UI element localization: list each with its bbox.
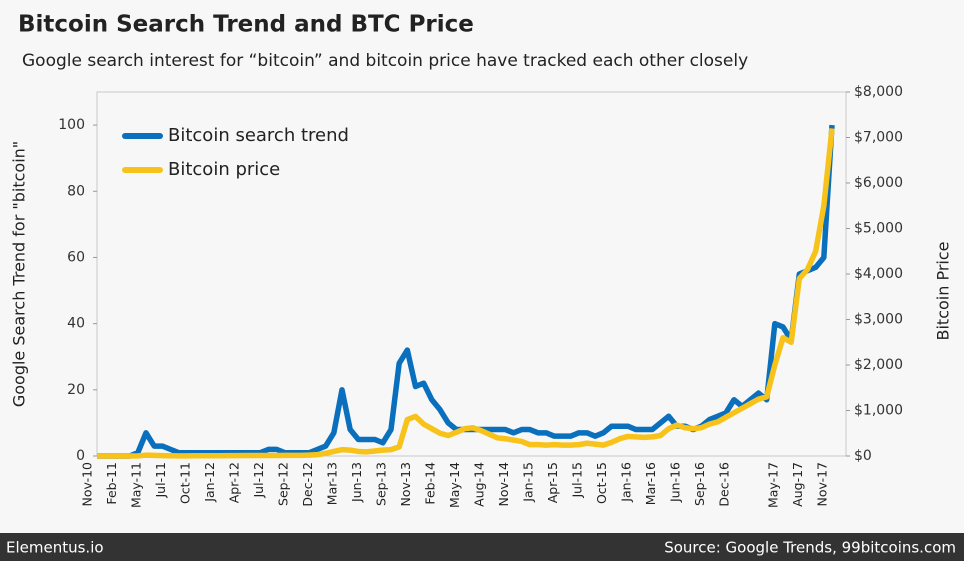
y2-axis-label: Bitcoin Price xyxy=(934,242,953,341)
y-tick-label: 0 xyxy=(76,448,85,464)
y2-tick-label: $1,000 xyxy=(854,403,903,419)
y-tick-label: 40 xyxy=(67,316,85,332)
x-tick-label: Oct-11 xyxy=(178,462,193,504)
x-tick-label: Apr-15 xyxy=(545,462,560,503)
y2-tick-label: $8,000 xyxy=(854,84,903,100)
footer-bar xyxy=(0,533,964,561)
x-tick-label: Sep-12 xyxy=(276,462,291,506)
y2-tick-label: $6,000 xyxy=(854,175,903,191)
y-tick-label: 100 xyxy=(58,117,85,133)
x-tick-label: Aug-14 xyxy=(472,462,487,507)
x-tick-label: Jun-13 xyxy=(349,462,364,503)
x-tick-label: Oct-15 xyxy=(594,462,609,504)
x-tick-label: Feb-14 xyxy=(423,462,438,505)
y-tick-label: 80 xyxy=(67,183,85,199)
y2-tick-label: $0 xyxy=(854,448,872,464)
x-tick-label: Apr-12 xyxy=(227,462,242,503)
y2-tick-label: $3,000 xyxy=(854,312,903,328)
x-tick-label: Jul-15 xyxy=(570,462,585,499)
x-tick-label: Mar-16 xyxy=(643,462,658,505)
y2-tick-label: $7,000 xyxy=(854,130,903,146)
chart-title: Bitcoin Search Trend and BTC Price xyxy=(18,12,474,38)
chart-subtitle: Google search interest for “bitcoin” and… xyxy=(22,51,748,71)
x-tick-label: Jul-11 xyxy=(153,462,168,499)
series-line xyxy=(97,128,835,459)
x-tick-label: May-17 xyxy=(766,462,781,508)
x-tick-label: Jun-16 xyxy=(668,462,683,503)
y-tick-label: 20 xyxy=(67,382,85,398)
x-tick-label: May-11 xyxy=(129,462,144,508)
footer-left: Elementus.io xyxy=(6,539,104,557)
x-tick-label: Dec-16 xyxy=(717,462,732,507)
y2-tick-label: $4,000 xyxy=(854,266,903,282)
x-tick-label: Nov-13 xyxy=(398,462,413,506)
x-tick-label: Sep-16 xyxy=(692,462,707,506)
y2-tick-label: $2,000 xyxy=(854,357,903,373)
x-tick-label: Feb-11 xyxy=(104,462,119,505)
x-tick-label: May-14 xyxy=(447,462,462,508)
x-tick-label: Jul-12 xyxy=(251,462,266,499)
x-tick-label: Jan-12 xyxy=(202,462,217,503)
y2-tick-label: $5,000 xyxy=(854,221,903,237)
legend-label: Bitcoin search trend xyxy=(168,125,349,146)
x-tick-label: Nov-14 xyxy=(496,462,511,507)
x-tick-label: Jan-15 xyxy=(521,462,536,503)
y-axis-label: Google Search Trend for "bitcoin" xyxy=(10,141,29,407)
x-tick-label: Aug-17 xyxy=(790,462,805,507)
x-tick-label: Mar-13 xyxy=(325,462,340,505)
x-tick-label: Nov-17 xyxy=(815,462,830,506)
footer-right: Source: Google Trends, 99bitcoins.com xyxy=(664,539,956,557)
y-tick-label: 60 xyxy=(67,249,85,265)
x-tick-label: Dec-12 xyxy=(300,462,315,507)
x-tick-label: Nov-10 xyxy=(80,462,95,507)
x-tick-label: Jan-16 xyxy=(619,462,634,503)
x-tick-label: Sep-13 xyxy=(374,462,389,506)
legend-label: Bitcoin price xyxy=(168,159,280,180)
